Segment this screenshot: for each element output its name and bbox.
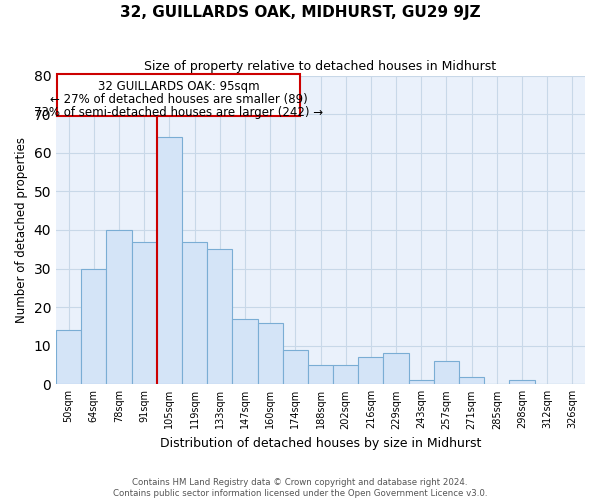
Text: Contains HM Land Registry data © Crown copyright and database right 2024.
Contai: Contains HM Land Registry data © Crown c… (113, 478, 487, 498)
X-axis label: Distribution of detached houses by size in Midhurst: Distribution of detached houses by size … (160, 437, 481, 450)
Bar (182, 242, 207, 384)
FancyBboxPatch shape (58, 74, 301, 116)
Y-axis label: Number of detached properties: Number of detached properties (15, 137, 28, 323)
Text: ← 27% of detached houses are smaller (89): ← 27% of detached houses are smaller (89… (50, 93, 308, 106)
Bar (81, 268, 106, 384)
Bar (358, 358, 383, 384)
Bar (157, 138, 182, 384)
Bar (207, 249, 232, 384)
Bar (383, 354, 409, 384)
Bar (131, 242, 157, 384)
Bar (509, 380, 535, 384)
Bar (257, 322, 283, 384)
Bar (434, 361, 459, 384)
Title: Size of property relative to detached houses in Midhurst: Size of property relative to detached ho… (145, 60, 497, 73)
Bar (308, 365, 333, 384)
Bar (56, 330, 81, 384)
Text: 73% of semi-detached houses are larger (242) →: 73% of semi-detached houses are larger (… (34, 106, 323, 118)
Text: 32, GUILLARDS OAK, MIDHURST, GU29 9JZ: 32, GUILLARDS OAK, MIDHURST, GU29 9JZ (119, 5, 481, 20)
Bar (232, 318, 257, 384)
Bar (459, 376, 484, 384)
Bar (333, 365, 358, 384)
Text: 32 GUILLARDS OAK: 95sqm: 32 GUILLARDS OAK: 95sqm (98, 80, 260, 93)
Bar (409, 380, 434, 384)
Bar (283, 350, 308, 384)
Bar (106, 230, 131, 384)
